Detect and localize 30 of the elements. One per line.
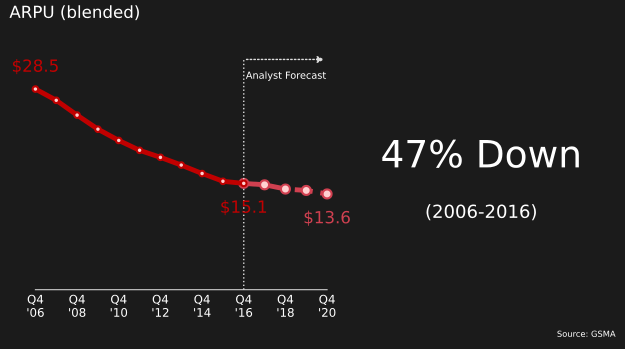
point	[300, 184, 312, 196]
point	[177, 161, 186, 169]
point	[136, 146, 144, 154]
point	[322, 188, 333, 200]
x-tick-label: Q4 '06	[27, 294, 44, 317]
point	[219, 177, 227, 186]
point	[259, 179, 270, 190]
point	[156, 154, 164, 162]
source-note: Source: GSMA	[557, 330, 616, 337]
point	[198, 170, 206, 178]
point	[280, 183, 291, 195]
text: 47% Down	[382, 140, 579, 168]
text: (2006-2016)	[426, 204, 536, 220]
data-label: $28.5	[12, 59, 58, 74]
data-label: $15.1	[221, 200, 266, 216]
x-tick-label: Q4 '08	[69, 294, 86, 317]
x-tick-label: Q4 '14	[194, 294, 211, 317]
x-tick-label: Q4 '18	[277, 294, 294, 317]
x-tick-label: Q4 '12	[152, 294, 168, 317]
data-label: $13.6	[304, 210, 350, 226]
point	[32, 85, 40, 93]
ref-line-label: Analyst Forecast	[246, 71, 326, 81]
x-tick-label: Q4 '16	[236, 294, 252, 317]
point	[114, 136, 123, 144]
point	[52, 96, 60, 104]
x-tick-label: Q4 '10	[110, 294, 128, 317]
point	[94, 125, 102, 134]
x-tick-label: Q4 '20	[319, 294, 336, 317]
point	[73, 111, 81, 119]
chart-title: ARPU (blended)	[10, 5, 139, 20]
